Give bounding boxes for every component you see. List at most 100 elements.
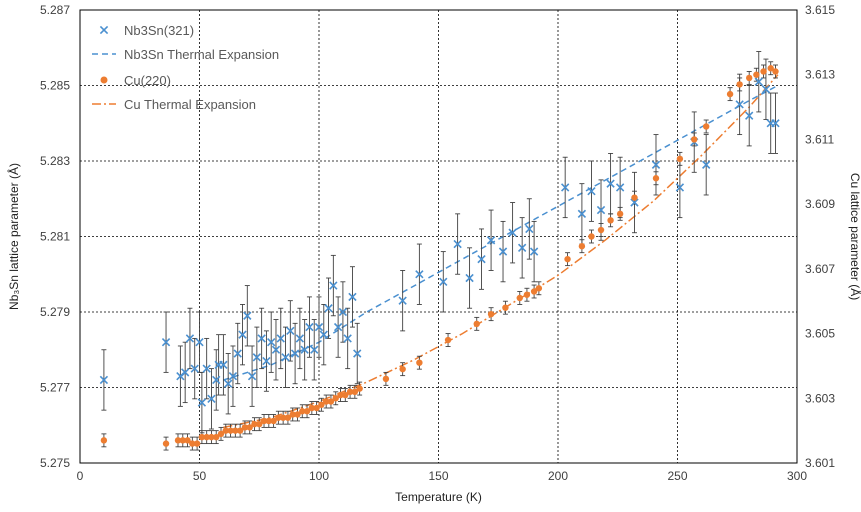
nb3sn-point — [295, 334, 305, 343]
nb3sn-point — [745, 111, 754, 120]
y-axis-title-left: Nb₃Sn lattice parameter (Å) — [6, 163, 21, 310]
cu-point — [473, 320, 480, 328]
cu-point — [203, 433, 210, 441]
y-axis-title-right: Cu lattice parameter (Å) — [848, 173, 861, 300]
nb3sn-point — [319, 330, 328, 339]
cu-point — [676, 155, 684, 163]
cu-point — [342, 391, 349, 399]
nb3sn-point — [348, 292, 357, 302]
cu-point — [327, 398, 335, 405]
y-left-tick-label: 5.277 — [40, 381, 70, 395]
nb3sn-point — [247, 372, 257, 381]
cu-point — [241, 424, 249, 431]
cu-point — [270, 417, 277, 425]
gridlines — [80, 10, 797, 463]
cu-point — [232, 427, 239, 434]
nb3sn-point — [465, 273, 474, 283]
nb3sn-point — [761, 85, 771, 94]
cu-point — [322, 398, 330, 405]
cu-point — [284, 414, 292, 421]
cu-point — [217, 430, 225, 438]
nb3sn-point — [477, 254, 486, 264]
cu-point — [767, 65, 774, 72]
nb3sn-point — [267, 338, 276, 347]
cu-point — [588, 233, 595, 240]
y-right-tick-label: 3.603 — [805, 391, 835, 405]
cu-point — [337, 391, 344, 399]
cu-point — [236, 427, 244, 434]
cu-point — [726, 90, 734, 98]
cu-point — [356, 385, 363, 392]
nb3sn-point — [185, 334, 195, 343]
nb3sn-point — [228, 372, 238, 381]
nb3sn-point — [338, 307, 348, 317]
cu-point — [351, 388, 359, 396]
nb3sn-point — [754, 77, 763, 86]
nb3sn-point — [180, 368, 190, 377]
nb3sn-point — [286, 326, 295, 336]
cu-point — [772, 68, 779, 75]
cu-point — [487, 310, 495, 318]
nb3sn-point — [630, 198, 639, 207]
nb3sn-point — [281, 353, 290, 362]
cu-point — [193, 440, 201, 447]
cu-point — [616, 210, 624, 218]
nb3sn-point — [224, 379, 233, 388]
cu-point — [535, 285, 543, 292]
nb3sn-point — [238, 330, 247, 339]
y-right-tick-label: 3.615 — [805, 3, 835, 17]
nb3sn-point — [233, 349, 242, 358]
nb3sn-point — [212, 375, 221, 385]
nb3sn-point — [398, 296, 407, 305]
nb3sn-point — [517, 243, 527, 252]
cu-point — [346, 388, 354, 396]
legend-label-nb3sn-fit: Nb3Sn Thermal Expansion — [124, 47, 279, 62]
y-left-tick-label: 5.287 — [40, 3, 70, 17]
tick-labels: 0 50 100 150 200 250 300 5.275 5.277 5.279 5.281 5.… — [40, 3, 835, 483]
nb3sn-point — [453, 239, 462, 249]
y-left-tick-label: 5.285 — [40, 79, 70, 93]
nb3sn-point — [197, 398, 207, 407]
nb3sn-point — [651, 160, 661, 169]
fit-lines — [223, 74, 779, 429]
nb3sn-point — [207, 394, 216, 403]
cu-point — [308, 404, 316, 412]
data-points — [99, 65, 780, 447]
nb3sn-point — [606, 179, 615, 188]
cu-point — [416, 359, 423, 366]
cu-point — [251, 420, 258, 428]
x-tick-label: 250 — [667, 469, 687, 483]
nb3sn-point — [675, 183, 685, 192]
nb3sn-point — [353, 349, 362, 358]
cu-point — [691, 136, 698, 143]
cu-fit-line — [223, 74, 779, 429]
nb3sn-point — [333, 322, 343, 332]
cu-point — [162, 440, 170, 447]
cu-point — [174, 437, 182, 444]
cu-point — [736, 81, 743, 88]
cu-point — [502, 304, 509, 311]
nb3sn-point — [498, 247, 508, 256]
cu-point — [184, 437, 191, 444]
cu-point — [227, 427, 234, 434]
cu-point — [578, 243, 586, 250]
nb3sn-point — [702, 160, 711, 169]
nb3sn-point — [252, 353, 262, 362]
nb3sn-point — [99, 375, 109, 385]
nb3sn-point — [577, 209, 587, 219]
nb3sn-point — [257, 334, 266, 343]
cu-point — [208, 433, 215, 441]
y-right-tick-label: 3.605 — [805, 327, 835, 341]
nb3sn-point — [596, 205, 606, 215]
nb3sn-point — [529, 247, 539, 256]
legend-label-cu: Cu(220) — [124, 73, 171, 88]
y-left-tick-label: 5.281 — [40, 230, 70, 244]
y-right-tick-label: 3.609 — [805, 197, 835, 211]
nb3sn-point — [310, 345, 319, 354]
nb3sn-point — [161, 338, 171, 347]
nb3sn-point — [305, 322, 314, 332]
nb3sn-point — [190, 364, 199, 373]
nb3sn-point — [324, 304, 333, 313]
cu-point — [760, 68, 767, 75]
